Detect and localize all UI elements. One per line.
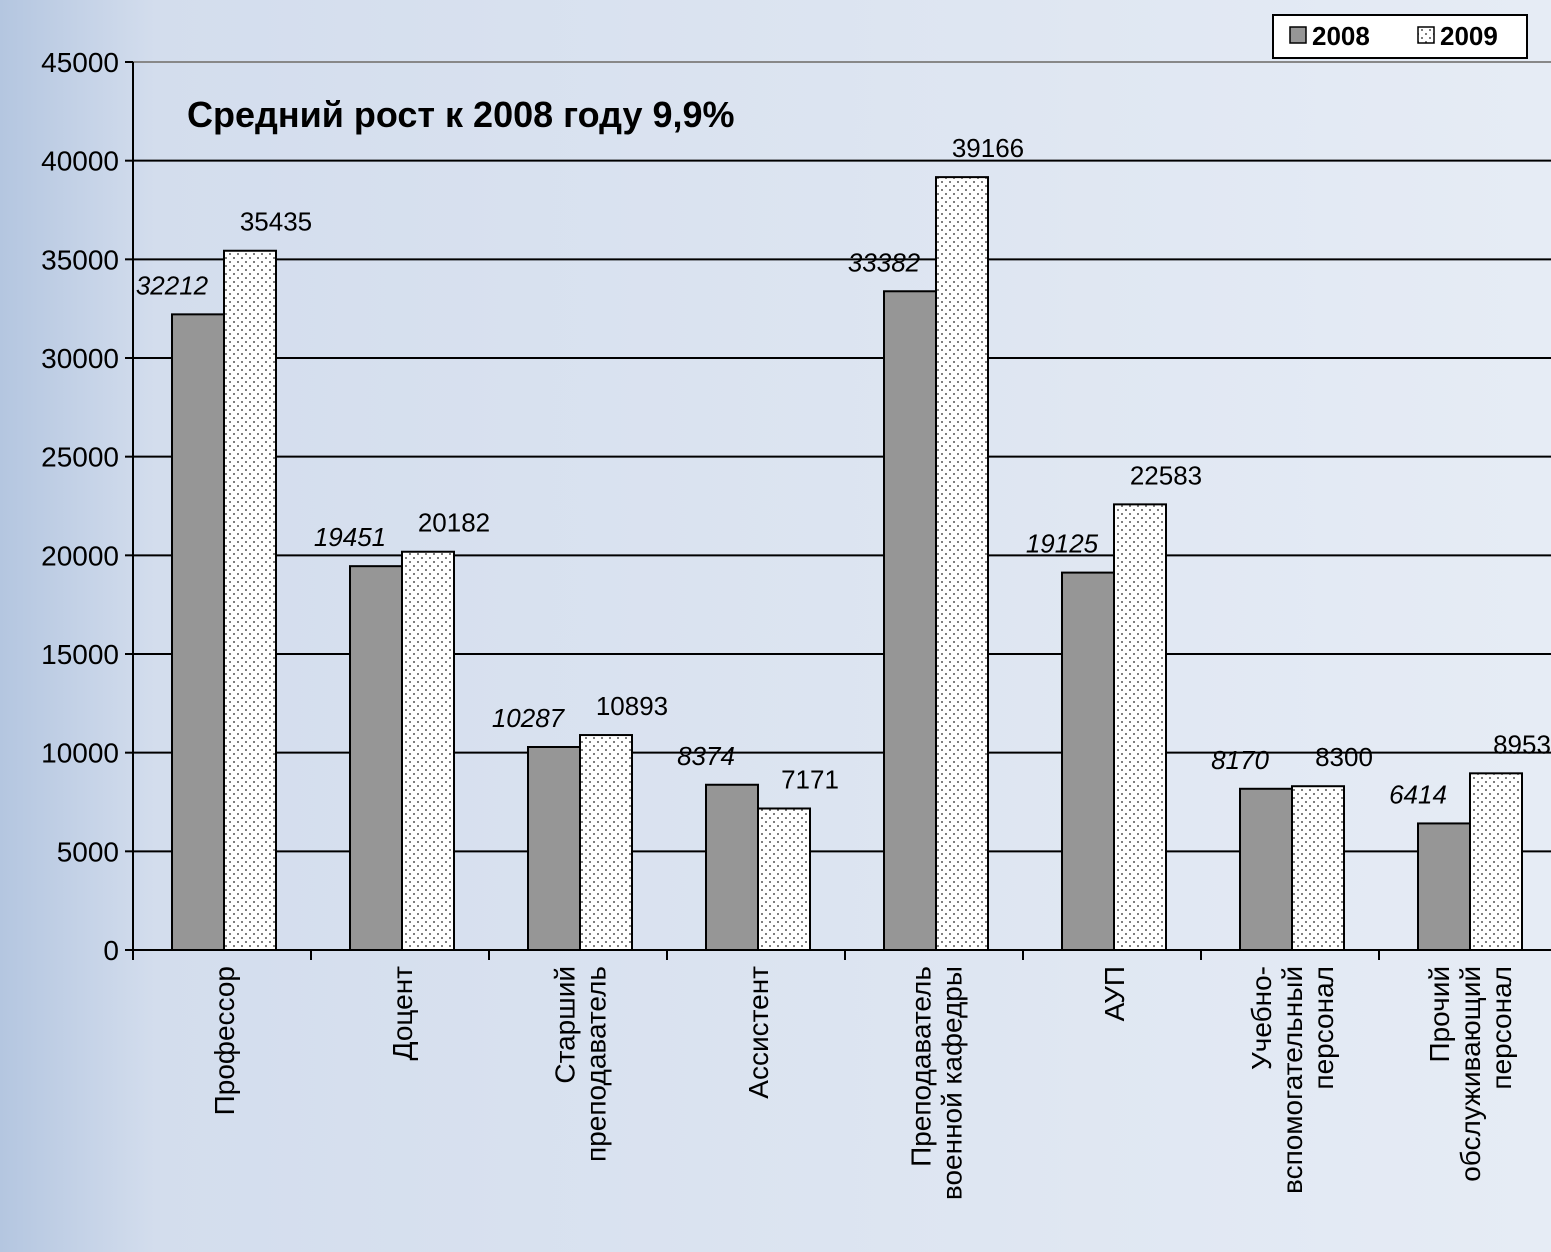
legend-box bbox=[1272, 14, 1528, 59]
legend-swatch bbox=[1417, 26, 1435, 44]
bar bbox=[401, 550, 455, 952]
x-tick-label: Преподавательвоенной кафедры bbox=[906, 966, 968, 1200]
legend-label: 2009 bbox=[1440, 21, 1498, 51]
data-label: 8374 bbox=[677, 741, 735, 771]
x-tick-label: Учебно-вспомогательныйперсонал bbox=[1246, 966, 1339, 1194]
data-label: 10893 bbox=[596, 691, 668, 721]
y-tick-label: 30000 bbox=[41, 343, 119, 374]
data-label: 19451 bbox=[314, 522, 386, 552]
legend-label: 2008 bbox=[1312, 21, 1370, 51]
legend-swatch bbox=[1289, 26, 1307, 44]
bar bbox=[935, 176, 989, 951]
data-label: 8300 bbox=[1315, 742, 1373, 772]
y-tick-label: 25000 bbox=[41, 442, 119, 473]
data-label: 8170 bbox=[1211, 745, 1269, 775]
bar bbox=[1239, 787, 1293, 952]
y-tick-label: 20000 bbox=[41, 540, 119, 571]
bar bbox=[705, 783, 759, 951]
y-tick-label: 45000 bbox=[41, 47, 119, 78]
y-tick-label: 15000 bbox=[41, 639, 119, 670]
data-label: 22583 bbox=[1130, 460, 1202, 490]
data-label: 32212 bbox=[136, 270, 209, 300]
x-tick-label: Доцент bbox=[387, 966, 418, 1061]
bar bbox=[1469, 772, 1523, 951]
bar bbox=[349, 565, 403, 951]
x-tick-label: Ассистент bbox=[743, 966, 774, 1099]
x-tick-label: Старшийпреподаватель bbox=[550, 966, 612, 1162]
y-tick-label: 10000 bbox=[41, 738, 119, 769]
data-label: 19125 bbox=[1026, 529, 1099, 559]
bar bbox=[1291, 785, 1345, 951]
data-label: 6414 bbox=[1389, 779, 1447, 809]
data-label: 39166 bbox=[952, 133, 1024, 163]
x-tick-label: Профессор bbox=[209, 966, 240, 1115]
bar bbox=[757, 807, 811, 951]
x-tick-label: Прочийобслуживающийперсонал bbox=[1424, 966, 1517, 1182]
annotation: Средний рост к 2008 году 9,9% bbox=[187, 94, 735, 135]
data-label: 35435 bbox=[240, 207, 312, 237]
bar bbox=[1113, 503, 1167, 951]
bar bbox=[883, 290, 937, 952]
bar bbox=[1417, 822, 1471, 952]
x-tick-label: АУП bbox=[1099, 966, 1130, 1021]
data-label: 8953 bbox=[1493, 729, 1551, 759]
bar bbox=[223, 249, 277, 951]
data-label: 33382 bbox=[848, 247, 921, 277]
y-tick-label: 40000 bbox=[41, 146, 119, 177]
data-label: 7171 bbox=[781, 764, 839, 794]
y-tick-label: 0 bbox=[103, 935, 119, 966]
bar bbox=[171, 313, 225, 951]
y-tick-label: 5000 bbox=[57, 836, 119, 867]
data-label: 20182 bbox=[418, 508, 490, 538]
y-tick-label: 35000 bbox=[41, 244, 119, 275]
data-label: 10287 bbox=[492, 703, 566, 733]
bar bbox=[1061, 571, 1115, 951]
bar bbox=[527, 746, 581, 951]
bar bbox=[579, 734, 633, 951]
